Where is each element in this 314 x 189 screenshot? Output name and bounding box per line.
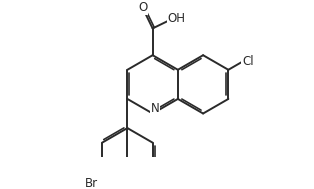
Text: O: O bbox=[138, 1, 148, 14]
Text: Cl: Cl bbox=[242, 55, 254, 68]
Text: OH: OH bbox=[167, 12, 186, 25]
Text: Br: Br bbox=[85, 177, 98, 189]
Text: N: N bbox=[151, 102, 159, 115]
